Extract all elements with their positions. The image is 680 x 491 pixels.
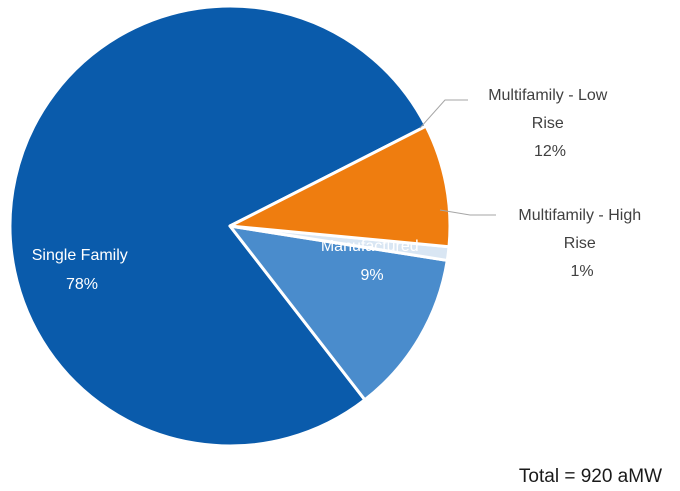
pie-slice-single-family [8,4,428,448]
slice-label-single-family: Single Family 78% [32,247,132,293]
slice-label-multifamily-high-rise: Multifamily - High Rise 1% [518,207,645,280]
pie-slices [8,4,452,448]
leader-line-multifamily-low-rise [419,99,468,129]
leader-lines [419,99,496,216]
slice-label-manufactured: Manufactured 9% [321,238,423,284]
slice-label-multifamily-low-rise: Multifamily - Low Rise 12% [488,87,612,160]
pie-slice-multifamily-low-rise [228,224,449,402]
pie-slice-manufactured [228,124,452,249]
total-note: Total = 920 aMW [519,466,662,487]
leader-line-multifamily-high-rise [439,209,496,216]
